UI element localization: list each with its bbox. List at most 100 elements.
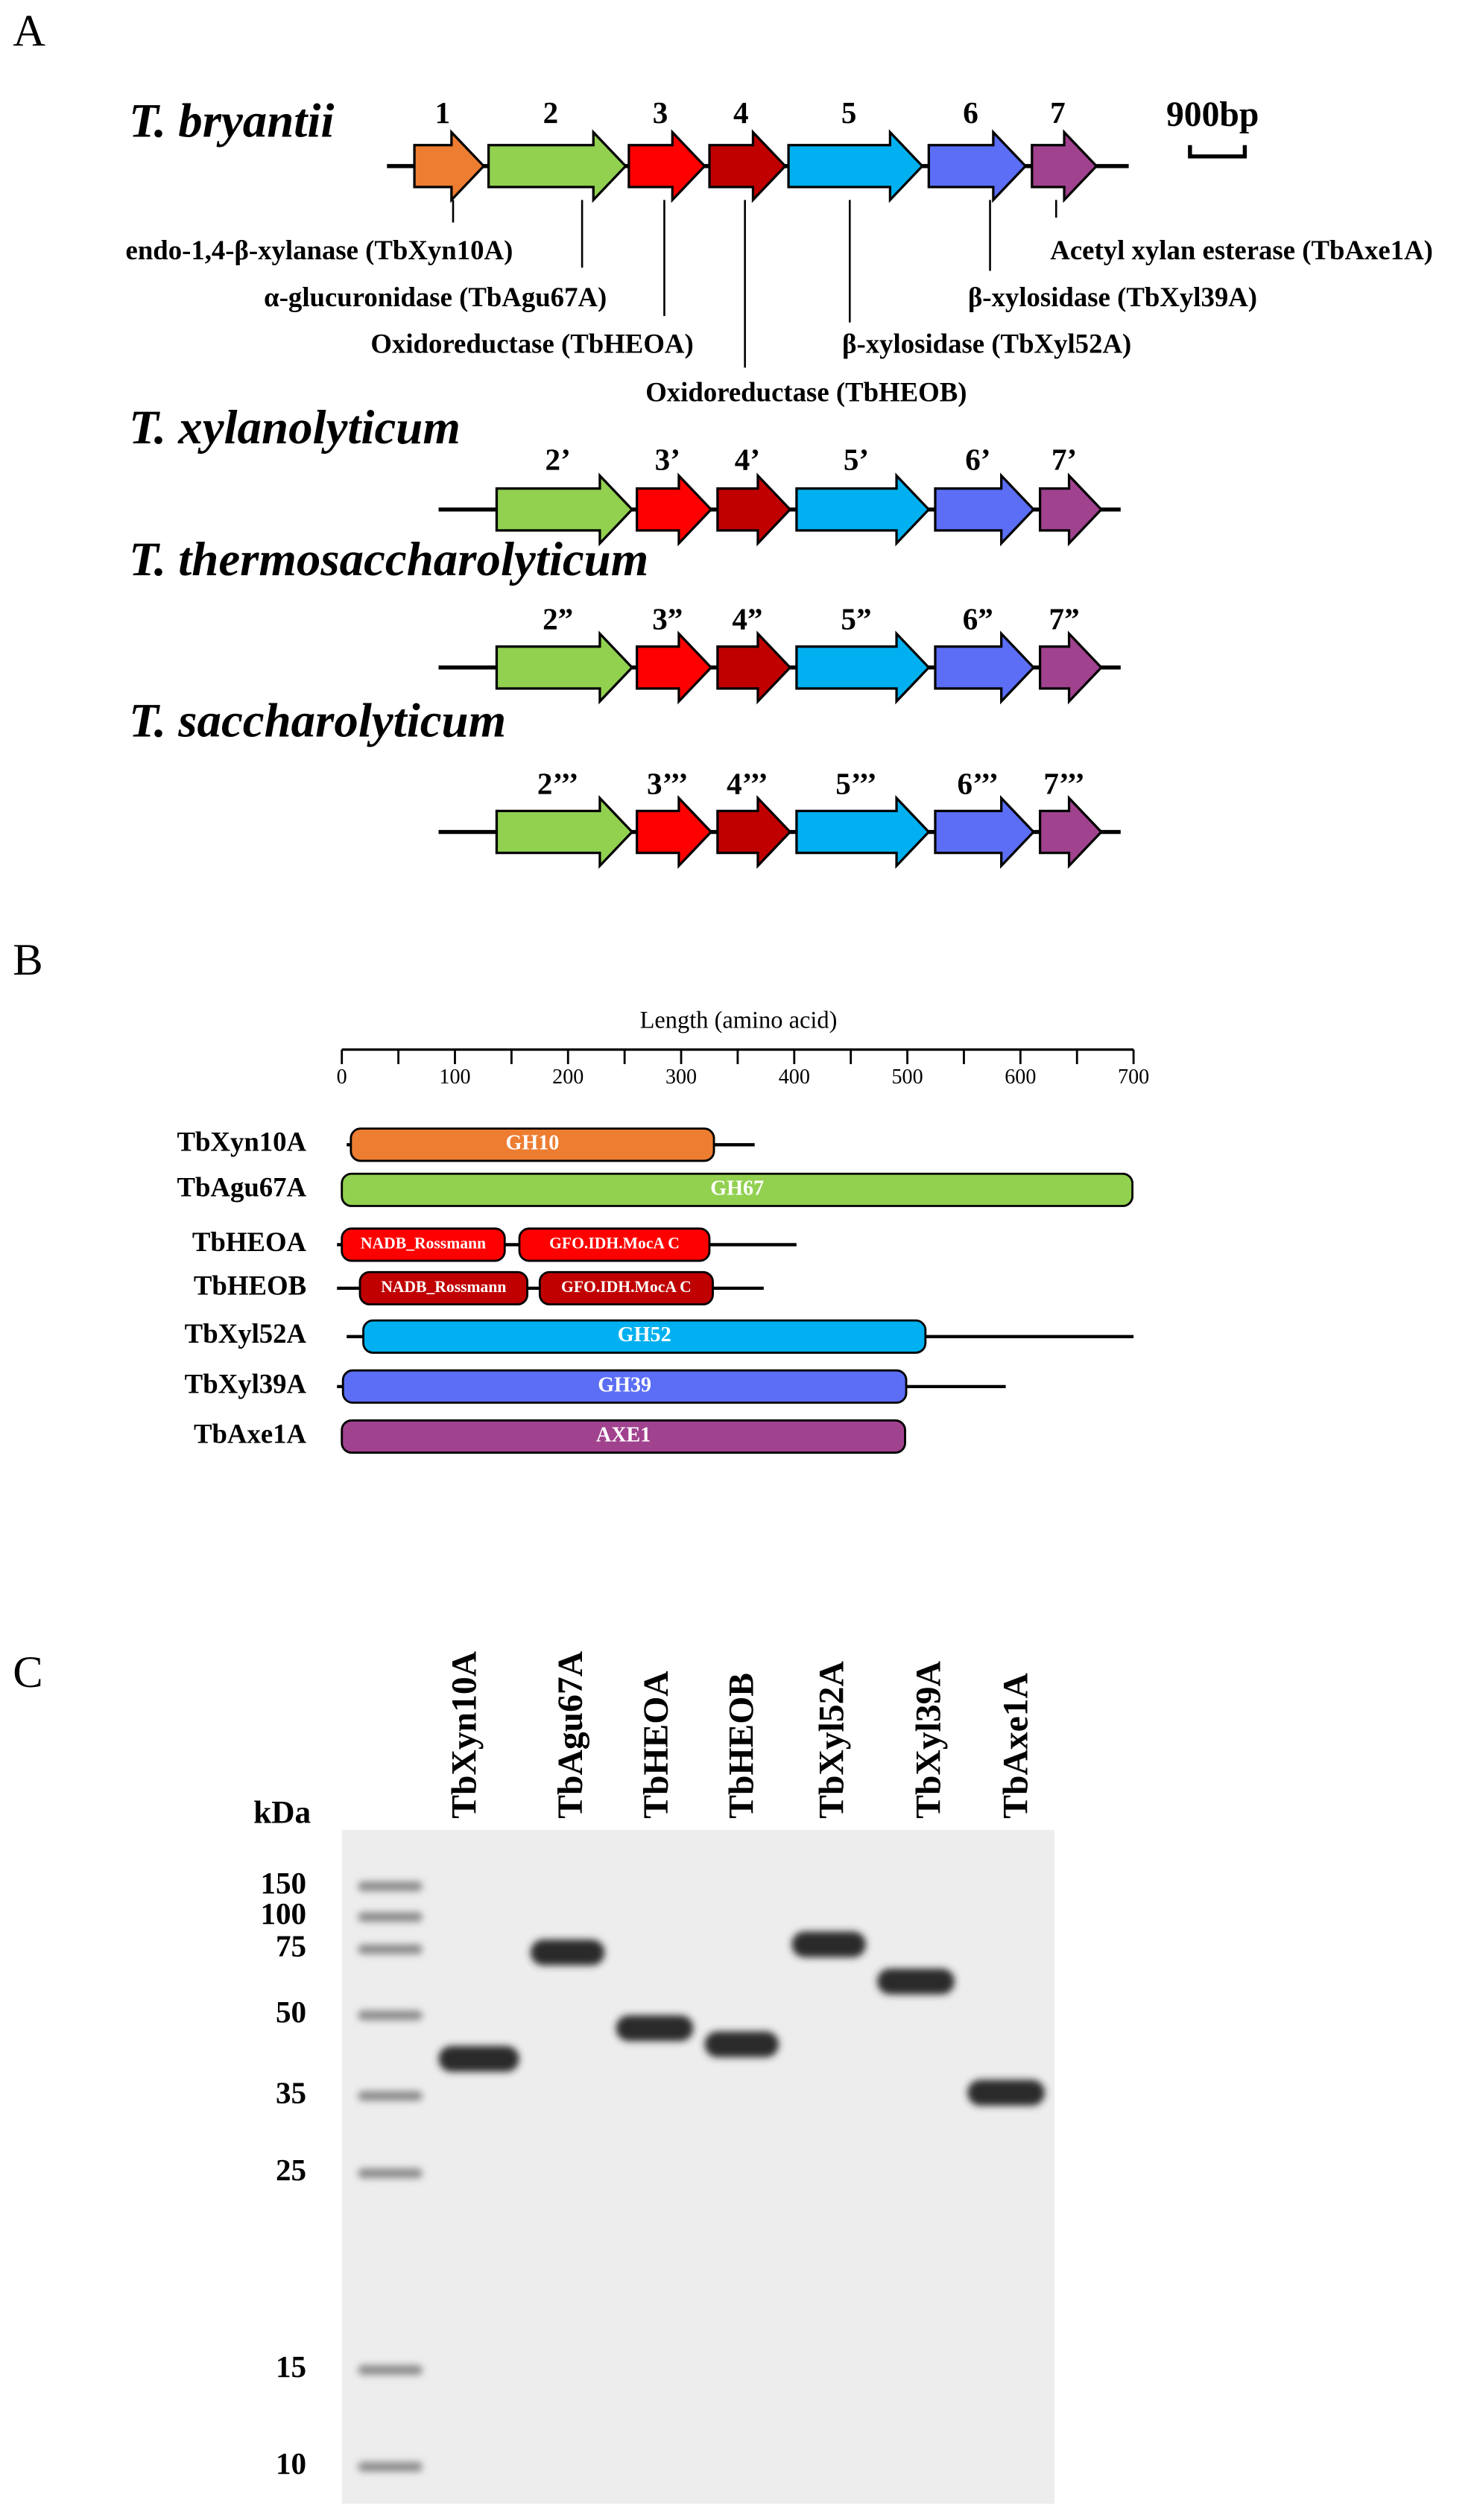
protein-name: TbHEOB <box>194 1270 306 1300</box>
organism-name: T. saccharolyticum <box>129 694 506 748</box>
gene-arrow <box>1038 472 1104 547</box>
lane-label: TbXyl52A <box>813 1661 852 1819</box>
marker-band <box>358 1944 423 1954</box>
marker-label: 50 <box>276 1995 306 2029</box>
gene-arrow <box>934 630 1036 705</box>
lane-label: TbAgu67A <box>551 1650 590 1818</box>
protein-band <box>704 2031 779 2057</box>
gene-arrow <box>1031 129 1098 203</box>
gene-label: 5 <box>841 95 857 130</box>
marker-label: 10 <box>276 2446 306 2481</box>
annotation: β-xylosidase (TbXyl39A) <box>968 282 1257 312</box>
gene-arrow <box>636 472 713 547</box>
gene-label: 5’ <box>844 442 869 476</box>
marker-label: 100 <box>260 1896 306 1931</box>
annotation: α-glucuronidase (TbAgu67A) <box>264 282 607 312</box>
protein-name: TbAxe1A <box>194 1418 307 1449</box>
tick-label: 0 <box>337 1066 347 1089</box>
marker-label: 15 <box>276 2349 306 2384</box>
gene-arrow <box>495 472 634 547</box>
protein-band <box>530 1940 605 1966</box>
gene-label: 5’’’ <box>835 766 877 800</box>
axis-title: Length (amino acid) <box>640 1007 838 1033</box>
protein-band <box>438 2045 519 2072</box>
gene-label: 1 <box>435 95 451 130</box>
tick-label: 700 <box>1118 1066 1149 1089</box>
domain <box>362 1319 927 1354</box>
organism-name: T. xylanolyticum <box>129 401 461 455</box>
domain-label: GH67 <box>710 1177 764 1200</box>
gene-arrow <box>795 472 931 547</box>
annotation: Oxidoreductase (TbHEOB) <box>645 377 967 408</box>
domain-label: GFO.IDH.MocA C <box>561 1278 692 1296</box>
annotation: Acetyl xylan esterase (TbAxe1A) <box>1050 235 1433 265</box>
gene-label: 3 <box>653 95 668 130</box>
domain-label: GFO.IDH.MocA C <box>549 1234 680 1252</box>
gene-arrow <box>636 795 713 870</box>
domain-label: GH10 <box>506 1132 560 1155</box>
gene-label: 4 <box>733 95 749 130</box>
domain-label: NADB_Rossmann <box>361 1234 486 1252</box>
protein-band <box>791 1931 866 1957</box>
lane-label: TbHEOA <box>637 1671 676 1819</box>
gene-arrow <box>795 795 931 870</box>
gene-arrow <box>795 630 931 705</box>
gene-label: 2 <box>543 95 559 130</box>
domain <box>538 1270 714 1305</box>
scale-bar-label: 900bp <box>1166 95 1259 134</box>
gene-label: 5” <box>841 602 871 636</box>
gene-label: 7” <box>1049 602 1080 636</box>
protein-name: TbXyl52A <box>185 1318 307 1349</box>
panel-label: A <box>13 7 45 57</box>
gene-arrow <box>708 129 787 203</box>
marker-band <box>358 2010 423 2021</box>
lane-label: TbXyl39A <box>910 1661 949 1819</box>
protein-name: TbXyn10A <box>177 1127 306 1157</box>
gene-label: 7 <box>1050 95 1066 130</box>
unit-label: kDa <box>253 1794 311 1830</box>
gene-arrow <box>495 795 634 870</box>
gene-label: 6’ <box>965 442 990 476</box>
domain-label: NADB_Rossmann <box>381 1278 506 1296</box>
gene-arrow <box>636 630 713 705</box>
organism-name: T. thermosaccharolyticum <box>129 533 648 586</box>
domain <box>341 1419 906 1454</box>
gel <box>341 1829 1055 2504</box>
tick-label: 500 <box>891 1066 923 1089</box>
panel-label: C <box>13 1647 42 1697</box>
domain-label: GH39 <box>598 1373 651 1396</box>
gene-arrow <box>716 795 792 870</box>
gene-arrow <box>1038 795 1104 870</box>
marker-label: 150 <box>260 1866 306 1900</box>
domain-label: AXE1 <box>596 1423 651 1446</box>
gene-label: 7’ <box>1051 442 1077 476</box>
marker-label: 75 <box>276 1928 306 1963</box>
tick-label: 600 <box>1005 1066 1036 1089</box>
domain <box>358 1270 529 1305</box>
gene-label: 6’’’ <box>958 766 999 800</box>
gene-label: 4” <box>732 602 762 636</box>
protein-band <box>967 2080 1046 2106</box>
gene-arrow <box>934 795 1036 870</box>
protein-name: TbHEOA <box>192 1226 307 1257</box>
marker-band <box>358 1912 423 1922</box>
marker-band <box>358 2462 423 2472</box>
annotation: Oxidoreductase (TbHEOA) <box>370 329 693 359</box>
annotation: endo-1,4-β-xylanase (TbXyn10A) <box>126 235 513 265</box>
tick-label: 400 <box>779 1066 810 1089</box>
gene-arrow <box>413 129 486 203</box>
scale-bar <box>1188 145 1247 159</box>
gene-arrow <box>787 129 924 203</box>
gene-label: 4’ <box>735 442 760 476</box>
domain-label: GH52 <box>618 1323 671 1346</box>
annotation: β-xylosidase (TbXyl52A) <box>842 329 1131 359</box>
gene-label: 2’ <box>545 442 571 476</box>
gene-label: 6” <box>963 602 993 636</box>
marker-band <box>358 2365 423 2375</box>
lane-label: TbAxe1A <box>996 1672 1035 1818</box>
gene-arrow <box>487 129 627 203</box>
protein-band <box>877 1968 955 1995</box>
gene-arrow <box>934 472 1036 547</box>
tick-label: 300 <box>665 1066 697 1089</box>
